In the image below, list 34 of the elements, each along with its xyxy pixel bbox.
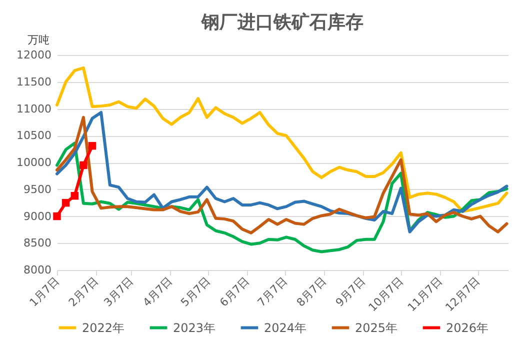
x-tick-label: 7月7日: [255, 274, 290, 310]
chart-title: 钢厂进口铁矿石库存: [200, 12, 364, 33]
y-tick-label: 10500: [16, 129, 52, 142]
x-tick-label: 10月7日: [366, 274, 406, 314]
legend-label: 2026年: [446, 320, 489, 335]
x-tick-label: 11月7日: [405, 274, 445, 314]
y-tick-label: 11500: [16, 75, 52, 88]
line-series: [56, 66, 508, 213]
legend-label: 2022年: [82, 320, 125, 335]
x-tick-label: 1月7日: [27, 274, 62, 310]
x-tick-label: 3月7日: [101, 274, 136, 310]
x-tick-label: 5月7日: [178, 274, 213, 310]
y-tick-label: 9000: [24, 210, 52, 223]
y-tick-label: 8500: [24, 236, 52, 250]
legend-label: 2025年: [355, 320, 398, 335]
x-tick-label: 8月7日: [294, 274, 329, 310]
point: [88, 142, 96, 150]
y-axis-title: 万吨: [28, 34, 50, 46]
point: [62, 198, 70, 207]
y-tick-label: 11000: [16, 102, 52, 116]
x-tick-label: 12月7日: [442, 274, 483, 314]
y-tick-label: 12000: [16, 48, 52, 62]
point: [80, 161, 88, 170]
legend-label: 2023年: [173, 320, 216, 335]
x-tick-label: 4月7日: [140, 274, 176, 310]
y-tick-label: 8000: [24, 264, 52, 276]
x-tick-label: 9月7日: [333, 274, 368, 310]
x-tick-label: 6月7日: [217, 274, 252, 310]
legend-label: 2024年: [264, 320, 307, 335]
point: [70, 192, 79, 200]
y-tick-label: 9500: [24, 182, 52, 196]
point: [53, 212, 61, 220]
x-tick-label: 2月7日: [66, 274, 101, 310]
y-tick-label: 10000: [16, 156, 52, 169]
